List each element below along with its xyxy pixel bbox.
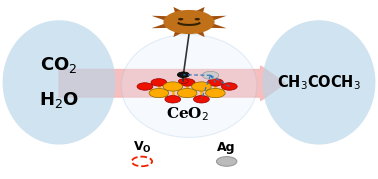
Circle shape [177,88,197,98]
Circle shape [179,79,195,86]
Circle shape [163,82,183,91]
Circle shape [177,72,189,78]
Circle shape [163,10,215,34]
Text: CO$_2$: CO$_2$ [40,55,78,75]
Circle shape [151,79,167,86]
FancyArrow shape [59,66,285,101]
Polygon shape [152,23,170,28]
Circle shape [165,96,181,103]
Ellipse shape [262,20,375,145]
Circle shape [137,83,153,90]
Circle shape [194,96,209,103]
Circle shape [178,18,183,20]
Ellipse shape [3,20,116,145]
Polygon shape [193,7,204,15]
Text: Ag: Ag [217,141,236,154]
Circle shape [217,157,237,166]
Circle shape [178,79,188,83]
Polygon shape [174,7,185,15]
Circle shape [222,83,237,90]
Polygon shape [174,29,185,37]
Ellipse shape [121,34,257,137]
Text: CH$_3$COCH$_3$: CH$_3$COCH$_3$ [277,73,361,92]
Circle shape [195,18,200,20]
Polygon shape [152,16,170,21]
Polygon shape [193,29,204,37]
Circle shape [206,88,225,98]
Text: V$_\mathregular{O}$: V$_\mathregular{O}$ [133,140,151,155]
Text: CeO$_2$: CeO$_2$ [166,105,209,123]
Circle shape [202,71,219,79]
Circle shape [208,79,223,86]
Circle shape [149,88,169,98]
Polygon shape [208,16,226,21]
Text: H$_2$O: H$_2$O [39,90,79,110]
Circle shape [192,82,211,91]
Polygon shape [208,23,226,28]
